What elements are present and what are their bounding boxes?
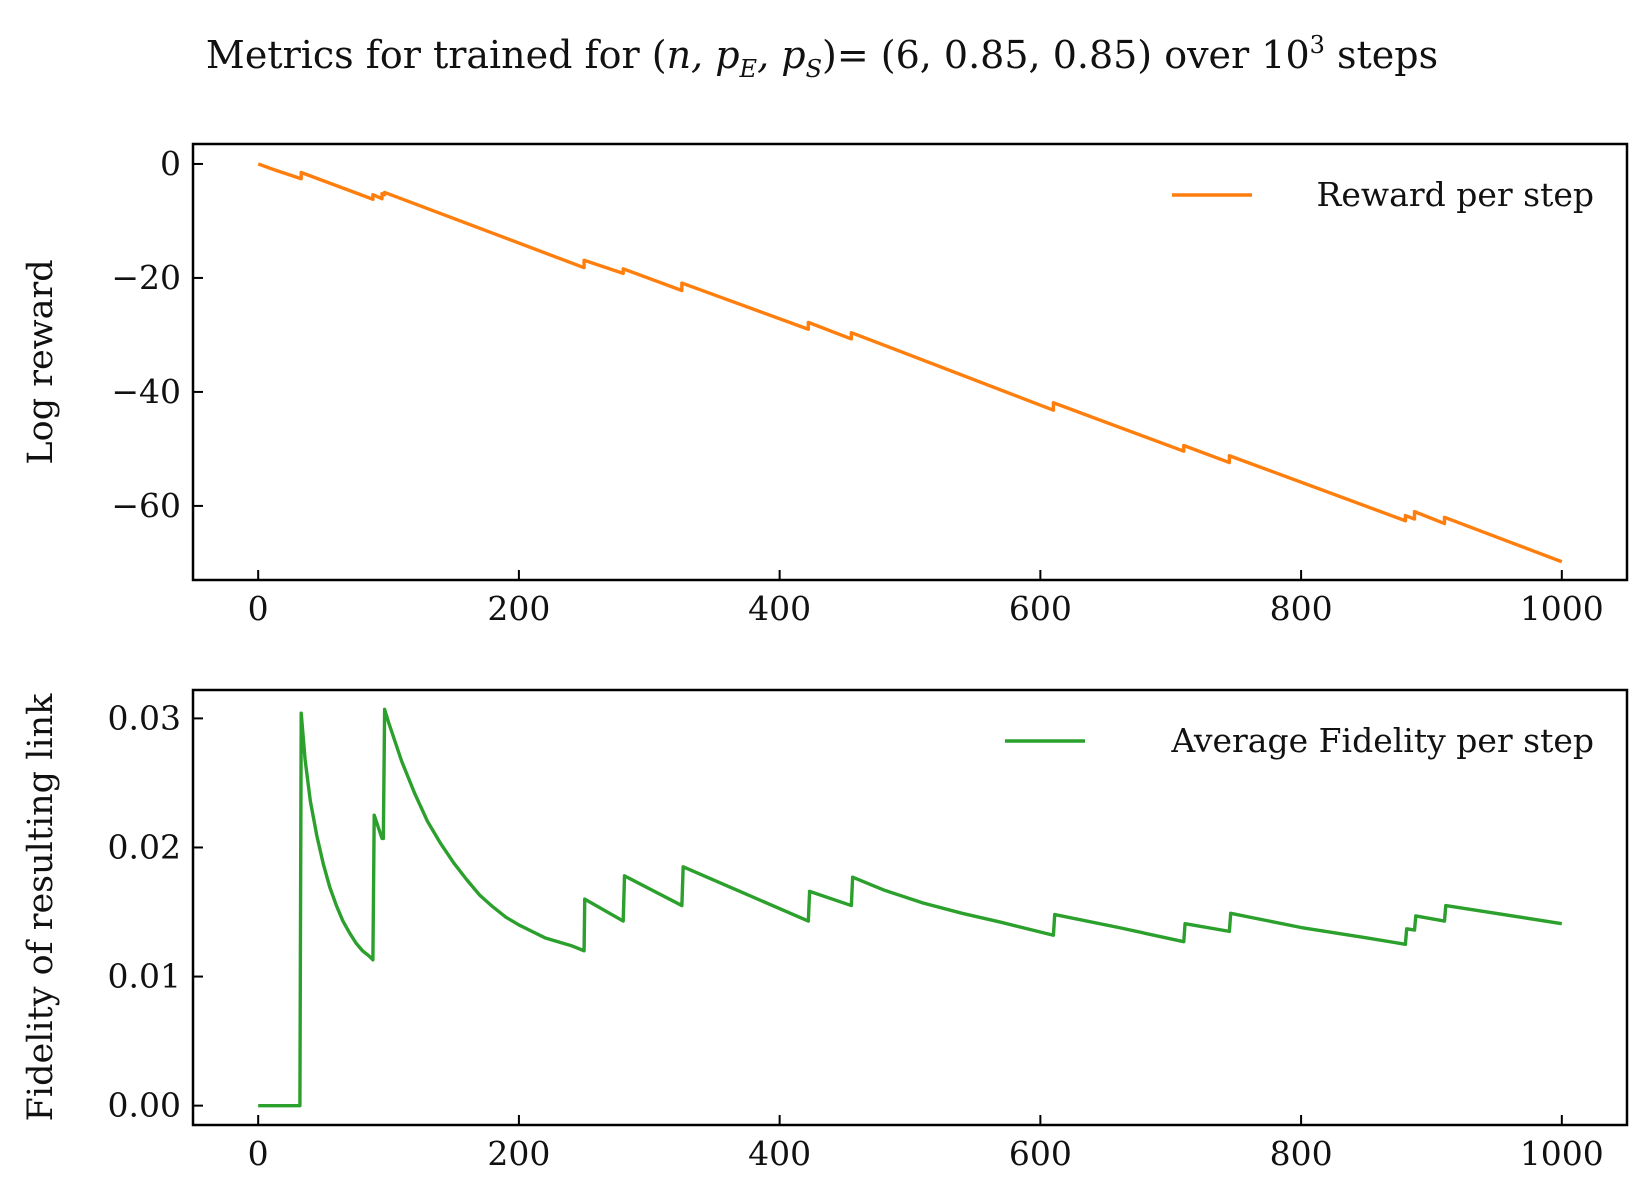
fidelity-legend-label: Average Fidelity per step [1170,721,1594,760]
y-tick-label: 0 [160,144,181,183]
reward-y-axis-title: Log reward [21,259,61,464]
fidelity-plot-frame [191,688,1629,1127]
x-tick-label: 0 [248,1134,269,1173]
x-tick-label: 1000 [1520,589,1604,628]
y-tick-label: −40 [111,372,181,411]
x-tick-label: 600 [1009,589,1072,628]
x-tick-label: 800 [1270,1134,1333,1173]
x-tick-label: 200 [487,589,550,628]
x-tick-label: 0 [248,589,269,628]
y-tick-label: −20 [111,258,181,297]
y-tick-label: 0.02 [108,827,181,866]
fidelity-chart-panel: 0 200 400 600 800 1000 0.00 0.01 0.02 0.03 Fidelit… [21,688,1629,1173]
reward-legend-label: Reward per step [1317,175,1594,214]
x-tick-label: 400 [748,589,811,628]
reward-plot-frame [191,142,1629,582]
x-tick-label: 200 [487,1134,550,1173]
x-tick-label: 1000 [1520,1134,1604,1173]
fidelity-y-axis-title: Fidelity of resulting link [21,693,61,1121]
y-tick-label: −60 [111,486,181,525]
y-tick-label: 0.03 [108,698,181,737]
figure-title: Metrics for trained for (n, pE, pS)= (6,… [206,31,1438,83]
fidelity-series-line [258,707,1563,1108]
x-tick-label: 800 [1270,589,1333,628]
reward-series-line [257,162,1563,564]
x-tick-label: 600 [1009,1134,1072,1173]
x-tick-label: 400 [748,1134,811,1173]
y-tick-label: 0.01 [108,957,181,996]
reward-chart-panel: 0 200 400 600 800 1000 0 −20 −40 −60 Log reward Rew… [21,142,1629,628]
y-tick-label: 0.00 [108,1086,181,1125]
